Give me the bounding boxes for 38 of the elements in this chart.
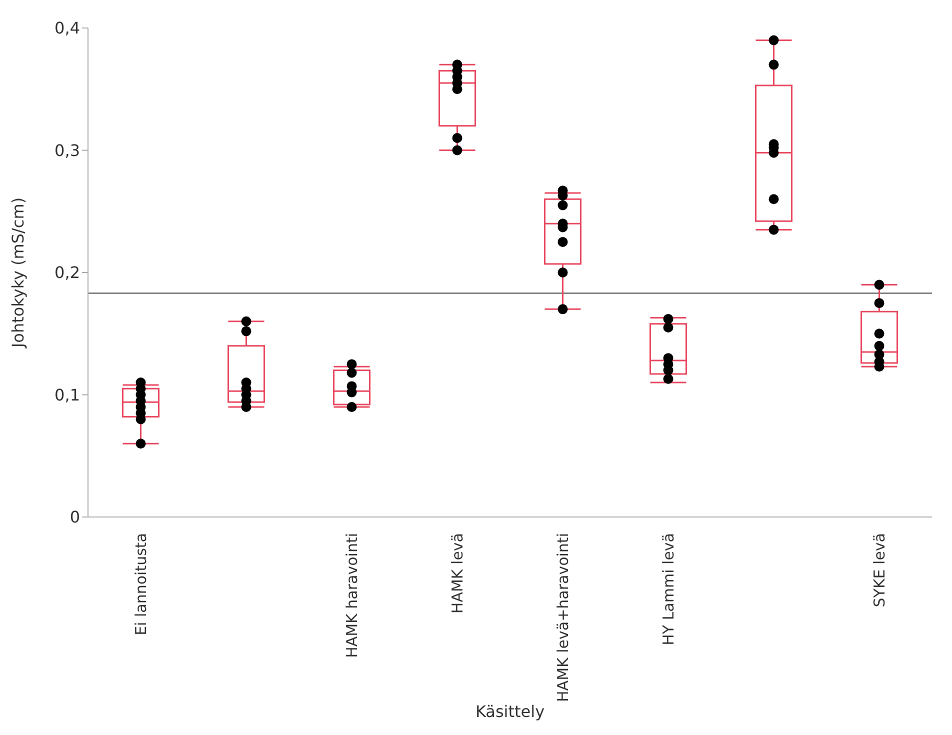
x-tick-label: HAMK haravointi [342, 533, 361, 658]
y-tick-label: 0,2 [54, 263, 80, 282]
y-tick-label: 0 [70, 508, 80, 527]
x-tick-label: HAMK levä+haravointi [554, 533, 572, 702]
point [346, 359, 357, 370]
y-axis-title: Johtokyky (mS/cm) [8, 197, 28, 349]
x-tick-label: HY Lammi levä [659, 533, 678, 646]
point [874, 328, 884, 339]
x-tick-label: Ei lannoitusta [132, 533, 150, 636]
point [241, 316, 252, 326]
point [452, 145, 462, 156]
point [136, 438, 146, 449]
point [768, 60, 779, 70]
point [136, 414, 146, 424]
point [874, 280, 884, 290]
point [346, 402, 357, 412]
point [452, 133, 462, 144]
point [346, 368, 357, 378]
y-tick-label: 0,3 [54, 140, 80, 160]
point [768, 35, 779, 46]
point [241, 326, 252, 336]
point [558, 236, 568, 247]
point [558, 200, 568, 210]
point [874, 340, 884, 351]
point [452, 84, 462, 94]
point [663, 314, 674, 324]
point [768, 224, 779, 235]
point [558, 268, 568, 278]
point [558, 304, 568, 314]
point [663, 374, 674, 384]
x-tick-label: SYKE levä [870, 533, 888, 608]
x-axis-title: Käsittely [475, 702, 545, 721]
point [874, 298, 884, 308]
y-tick-label: 0,4 [54, 18, 80, 38]
x-tick-label: HAMK levä [448, 533, 466, 614]
point [663, 322, 674, 333]
point [768, 194, 779, 204]
y-tick-label: 0,1 [54, 385, 80, 404]
